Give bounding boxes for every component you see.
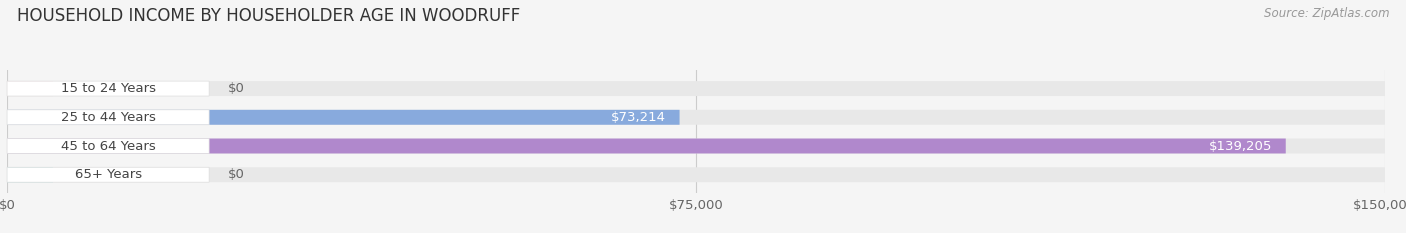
FancyBboxPatch shape [7, 81, 53, 96]
Text: 25 to 44 Years: 25 to 44 Years [60, 111, 156, 124]
Text: 65+ Years: 65+ Years [75, 168, 142, 181]
Text: $0: $0 [228, 168, 245, 181]
Text: $0: $0 [228, 82, 245, 95]
FancyBboxPatch shape [7, 110, 679, 125]
Text: $73,214: $73,214 [610, 111, 666, 124]
Text: 45 to 64 Years: 45 to 64 Years [60, 140, 156, 153]
FancyBboxPatch shape [7, 139, 1385, 154]
FancyBboxPatch shape [7, 110, 209, 125]
Text: 15 to 24 Years: 15 to 24 Years [60, 82, 156, 95]
FancyBboxPatch shape [7, 81, 1385, 96]
FancyBboxPatch shape [7, 167, 209, 182]
FancyBboxPatch shape [7, 167, 53, 182]
FancyBboxPatch shape [7, 139, 209, 154]
FancyBboxPatch shape [7, 167, 1385, 182]
FancyBboxPatch shape [7, 81, 209, 96]
FancyBboxPatch shape [7, 110, 1385, 125]
Text: Source: ZipAtlas.com: Source: ZipAtlas.com [1264, 7, 1389, 20]
Text: $139,205: $139,205 [1209, 140, 1272, 153]
Text: HOUSEHOLD INCOME BY HOUSEHOLDER AGE IN WOODRUFF: HOUSEHOLD INCOME BY HOUSEHOLDER AGE IN W… [17, 7, 520, 25]
FancyBboxPatch shape [7, 139, 1285, 154]
